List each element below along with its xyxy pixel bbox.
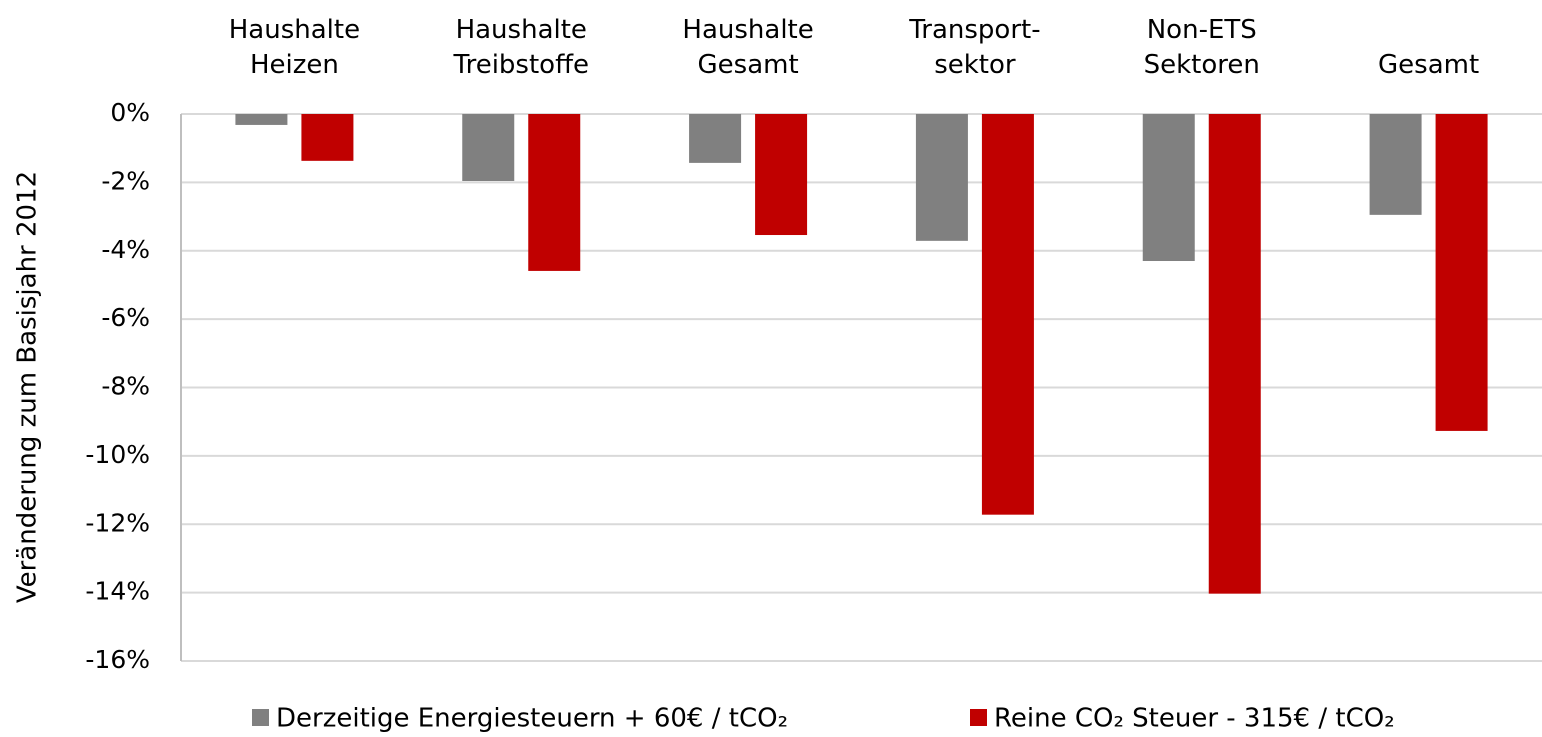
x-tick-label: Haushalte Treibstoffe xyxy=(453,15,589,80)
y-tick-label: -16% xyxy=(85,645,150,674)
x-tick-label: Non-ETS Sektoren xyxy=(1143,15,1260,80)
y-tick-label: -10% xyxy=(85,440,150,469)
y-tick-label: -6% xyxy=(101,303,150,332)
legend-label: Reine CO₂ Steuer - 315€ / tCO₂ xyxy=(994,704,1395,734)
legend-swatch xyxy=(252,709,269,726)
legend-label: Derzeitige Energiesteuern + 60€ / tCO₂ xyxy=(276,704,788,734)
bar xyxy=(1369,114,1422,215)
bar xyxy=(235,114,288,125)
bar xyxy=(1142,114,1195,262)
y-tick-label: -8% xyxy=(101,372,150,401)
bar xyxy=(301,114,354,161)
bar xyxy=(755,114,808,236)
bar xyxy=(1208,114,1261,594)
bar xyxy=(915,114,968,241)
y-axis-title: Veränderung zum Basisjahr 2012 xyxy=(13,171,43,603)
y-tick-label: -2% xyxy=(101,166,150,195)
x-tick-label: Gesamt xyxy=(1378,50,1480,80)
legend-swatch xyxy=(970,709,987,726)
bar xyxy=(981,114,1034,515)
bar xyxy=(528,114,581,271)
y-tick-label: 0% xyxy=(110,98,150,127)
y-tick-label: -14% xyxy=(85,577,150,606)
x-tick-label: Haushalte Gesamt xyxy=(682,15,814,80)
x-tick-label: Haushalte Heizen xyxy=(228,15,361,80)
bar xyxy=(689,114,742,163)
bar xyxy=(462,114,515,182)
bar xyxy=(1435,114,1488,431)
y-tick-label: -12% xyxy=(85,508,150,537)
y-tick-label: -4% xyxy=(101,235,150,264)
x-tick-label: Transport- sektor xyxy=(909,15,1041,80)
